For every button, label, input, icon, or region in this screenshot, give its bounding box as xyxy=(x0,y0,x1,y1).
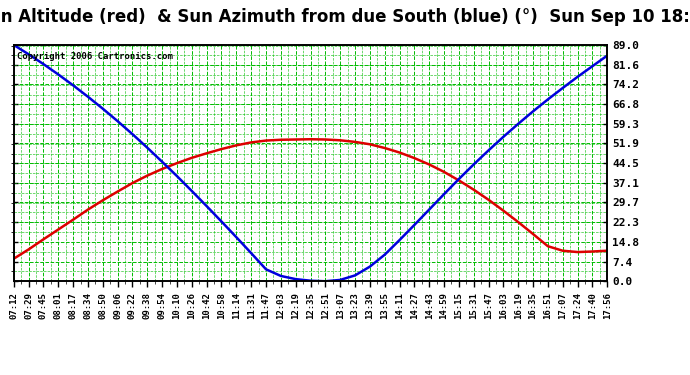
Text: Sun Altitude (red)  & Sun Azimuth from due South (blue) (°)  Sun Sep 10 18:09: Sun Altitude (red) & Sun Azimuth from du… xyxy=(0,8,690,26)
Text: Copyright 2006 Cartronics.com: Copyright 2006 Cartronics.com xyxy=(17,52,172,61)
